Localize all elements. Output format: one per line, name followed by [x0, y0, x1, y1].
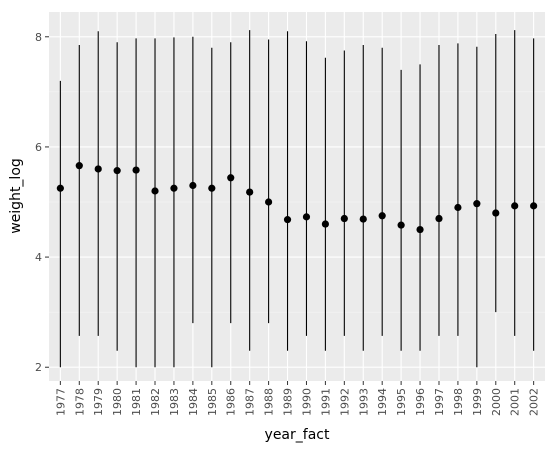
points	[56, 162, 538, 234]
y-tick-label: 4	[35, 251, 42, 264]
data-point-1999	[473, 200, 481, 208]
data-point-1982	[151, 187, 159, 195]
data-point-1996	[416, 225, 424, 234]
x-tick-label: 1990	[300, 388, 313, 416]
data-point-1989	[283, 216, 292, 224]
data-point-1985	[208, 184, 216, 192]
x-tick-label: 1996	[414, 388, 427, 416]
y-axis: 2 4 6 8	[35, 31, 49, 374]
data-point-1997	[435, 214, 443, 223]
data-point-1980	[113, 167, 121, 175]
x-tick-label: 1989	[282, 388, 295, 416]
data-point-1988	[265, 198, 273, 206]
x-axis-title: year_fact	[265, 427, 330, 443]
y-axis-title: weight_log	[8, 158, 24, 234]
data-point-1978	[75, 162, 83, 170]
y-tick-label: 6	[35, 141, 42, 154]
data-point-1998	[454, 203, 462, 212]
x-tick-label: 1985	[206, 388, 219, 416]
x-tick-label: 1978	[73, 388, 86, 416]
x-tick-label: 1991	[319, 388, 332, 416]
x-tick-label: 2002	[528, 388, 541, 416]
data-point-1990	[302, 213, 311, 221]
x-tick-label: 1998	[452, 388, 465, 416]
range-lines	[59, 30, 535, 368]
x-tick-label: 1997	[433, 388, 446, 416]
x-tick-label: 1986	[225, 388, 238, 416]
data-point-1981	[132, 166, 140, 174]
data-point-1986	[227, 174, 235, 182]
x-tick-label: 1981	[130, 388, 143, 416]
x-tick-label: 1979	[92, 388, 105, 416]
x-tick-label: 1993	[357, 388, 370, 416]
x-tick-label: 1992	[338, 388, 351, 416]
data-point-1979	[94, 165, 102, 173]
data-point-2002	[530, 202, 538, 210]
data-point-1992	[340, 214, 348, 223]
data-point-1983	[170, 184, 178, 192]
data-point-1995	[397, 221, 405, 229]
x-axis: 1977 1978 1979 1980 1981 1982 1983 1984 1985 1986…	[54, 381, 541, 416]
x-tick-label: 1984	[187, 388, 200, 416]
data-point-1994	[378, 212, 386, 220]
y-tick-label: 8	[35, 31, 42, 44]
x-tick-label: 2000	[490, 388, 503, 416]
x-tick-label: 1982	[149, 388, 162, 416]
x-tick-label: 2001	[509, 388, 522, 416]
x-tick-label: 1983	[168, 388, 181, 416]
x-tick-label: 1995	[395, 388, 408, 416]
data-point-1991	[321, 220, 329, 228]
x-tick-label: 1987	[244, 388, 257, 416]
data-point-2001	[511, 202, 519, 210]
x-tick-label: 1988	[263, 388, 276, 416]
data-point-1984	[189, 181, 197, 190]
data-point-2000	[492, 209, 500, 217]
data-point-1977	[56, 184, 64, 192]
data-point-1987	[246, 188, 254, 196]
y-tick-label: 2	[35, 361, 42, 374]
x-tick-label: 1977	[54, 388, 67, 416]
x-tick-label: 1980	[111, 388, 124, 416]
x-tick-label: 1994	[376, 388, 389, 416]
data-point-1993	[359, 215, 367, 223]
x-tick-label: 1999	[471, 388, 484, 416]
plot-panel	[49, 12, 545, 381]
